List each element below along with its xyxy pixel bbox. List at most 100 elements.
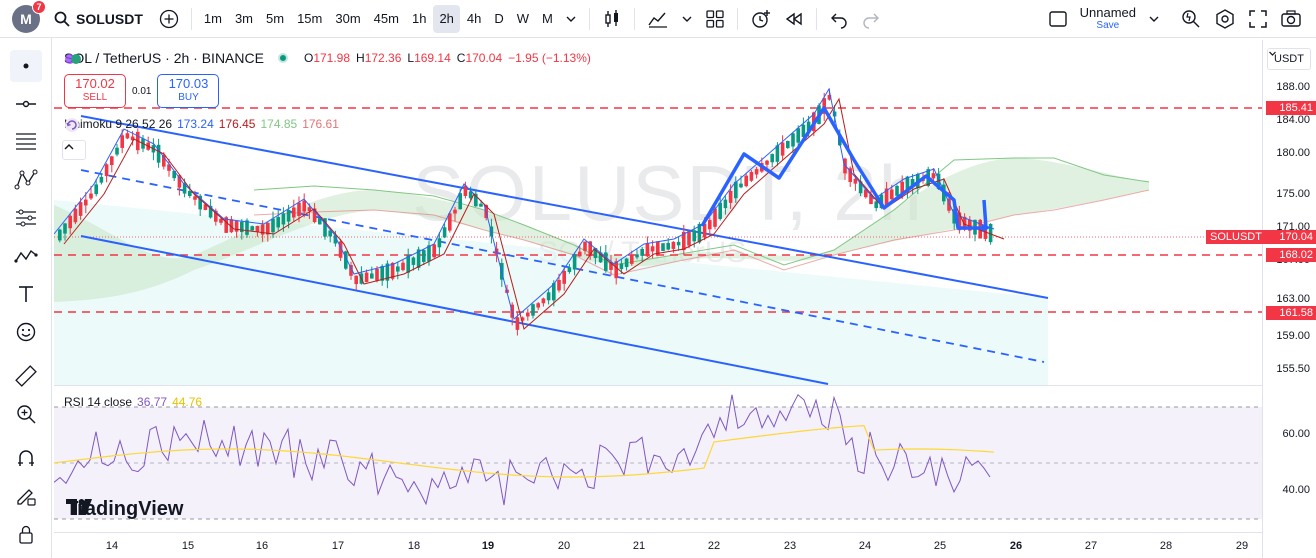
cursor-tool[interactable] <box>9 50 42 82</box>
candle-body <box>853 178 858 184</box>
zoom-in-icon <box>16 405 35 424</box>
candle-body <box>390 262 395 279</box>
timeframe-W[interactable]: W <box>516 11 530 26</box>
trend-line-tool[interactable] <box>10 88 42 120</box>
undo-button[interactable] <box>823 5 855 33</box>
candle-body <box>302 200 306 212</box>
channel-fill <box>54 200 1048 385</box>
timeframe-4h[interactable]: 4h <box>466 11 482 26</box>
currency-selector[interactable]: USDT <box>1267 48 1311 70</box>
timeframe-5m[interactable]: 5m <box>266 11 285 26</box>
ichimoku-line-value: 174.85 <box>260 117 298 131</box>
collapse-legend-button[interactable] <box>62 140 86 160</box>
candle-body <box>614 261 618 279</box>
time-axis[interactable]: 14 15 16 17 18 19 20 21 22 23 24 25 26 27 28 29 <box>54 532 1262 558</box>
measure-tool[interactable] <box>10 360 42 392</box>
candle-body <box>333 235 338 244</box>
candle-body <box>193 196 197 200</box>
candle-body <box>890 189 894 200</box>
candle-body <box>442 227 447 238</box>
candles-button[interactable] <box>596 5 628 33</box>
timeframe-15m[interactable]: 15m <box>297 11 323 26</box>
candle-body <box>58 229 62 241</box>
candle-body <box>94 184 98 195</box>
user-avatar[interactable]: M 7 <box>12 0 46 33</box>
layout-button[interactable]: Unnamed Save <box>1042 5 1166 33</box>
sell-button[interactable]: 170.02 SELL <box>64 74 126 108</box>
indicators-dropdown-button[interactable] <box>675 5 699 33</box>
candle-body <box>130 136 135 141</box>
chevron-up-icon <box>64 144 74 150</box>
chart-canvas[interactable] <box>54 40 1262 532</box>
timeframe-2h[interactable]: 2h <box>433 4 460 33</box>
buy-button[interactable]: 170.03 BUY <box>157 74 220 108</box>
candle-body <box>411 257 416 265</box>
ichimoku-legend[interactable]: Ichimoku 9 26 52 26 173.24 176.45 174.85 17… <box>64 117 339 133</box>
add-symbol-button[interactable] <box>153 5 185 33</box>
candle-body <box>578 251 582 257</box>
top-toolbar: M 7 SOLUSDT 1m 3m 5m 15m 30m 45m 1h 2h 4h D W M <box>0 0 1316 38</box>
candle-body <box>697 223 702 243</box>
timeframe-1h[interactable]: 1h <box>411 11 427 26</box>
chart-pane[interactable]: SOLUSDT, 2h SOL / TetherUS SOL / TetherU… <box>54 40 1316 558</box>
undo-icon <box>830 13 847 29</box>
time-label: 24 <box>858 540 872 552</box>
timeframe-30m[interactable]: 30m <box>335 11 361 26</box>
candle-body <box>588 241 592 256</box>
time-label: 23 <box>783 540 797 552</box>
price-label: 184.00 <box>1276 114 1310 126</box>
redo-icon <box>863 13 879 29</box>
candle-body <box>250 226 254 231</box>
settings-button[interactable] <box>1208 5 1242 33</box>
pattern-tool[interactable] <box>10 164 42 196</box>
zoom-tool[interactable] <box>10 398 42 430</box>
candle-body <box>458 193 462 210</box>
time-label: 16 <box>255 540 269 552</box>
fib-tool[interactable] <box>10 126 42 158</box>
alert-button[interactable] <box>744 5 778 33</box>
price-tag: 161.58 <box>1266 306 1316 320</box>
timeframe-dropdown-button[interactable] <box>559 5 583 33</box>
candle-body <box>401 262 405 271</box>
pane-separator[interactable] <box>54 385 1316 386</box>
candle-body <box>422 250 426 262</box>
timeframe-list: 1m 3m 5m 15m 30m 45m 1h 2h 4h D W M <box>198 4 559 33</box>
redo-button[interactable] <box>855 5 887 33</box>
timeframe-M[interactable]: M <box>542 11 553 26</box>
quick-search-button[interactable] <box>1174 5 1208 33</box>
fullscreen-button[interactable] <box>1242 5 1274 33</box>
templates-button[interactable] <box>699 5 731 33</box>
notification-badge: 7 <box>32 0 46 14</box>
symbol-search[interactable]: SOLUSDT <box>54 11 143 27</box>
text-tool[interactable] <box>10 278 42 310</box>
candle-body <box>838 134 842 146</box>
fullscreen-icon <box>1249 9 1267 28</box>
price-axis[interactable]: 188.00184.00180.00175.00171.00167.00163.… <box>1262 40 1316 558</box>
channel-upper-line <box>80 115 1049 299</box>
candle-body <box>515 317 520 330</box>
candle-body <box>869 194 873 205</box>
avatar-letter: M <box>20 10 32 27</box>
candle-body <box>318 218 322 225</box>
timeframe-45m[interactable]: 45m <box>373 11 399 26</box>
rsi-legend[interactable]: RSI 14 close 36.77 44.76 <box>64 395 202 409</box>
snapshot-button[interactable] <box>1274 5 1308 33</box>
icon-tool[interactable] <box>10 316 42 348</box>
indicators-button[interactable] <box>641 5 675 33</box>
timeframe-D[interactable]: D <box>494 11 504 26</box>
timeframe-1m[interactable]: 1m <box>203 11 222 26</box>
timeframe-3m[interactable]: 3m <box>234 11 254 26</box>
smiley-icon <box>16 322 35 342</box>
replay-button[interactable] <box>778 5 810 33</box>
candle-body <box>224 217 228 233</box>
lock-tool[interactable] <box>10 518 42 550</box>
ohlc-values: O171.98 H172.36 L169.14 C170.04 −1.95 (−1.13… <box>304 51 591 65</box>
brush-tool[interactable] <box>10 240 42 272</box>
refresh-icon[interactable] <box>64 117 80 133</box>
tradingview-logo[interactable]: TradingView <box>66 498 183 521</box>
forecast-tool[interactable] <box>10 202 42 234</box>
layout-save-label: Save <box>1096 19 1120 31</box>
magnet-tool[interactable] <box>10 442 42 474</box>
lock-drawings-tool[interactable] <box>10 480 42 512</box>
candlestick-icon <box>605 9 618 27</box>
